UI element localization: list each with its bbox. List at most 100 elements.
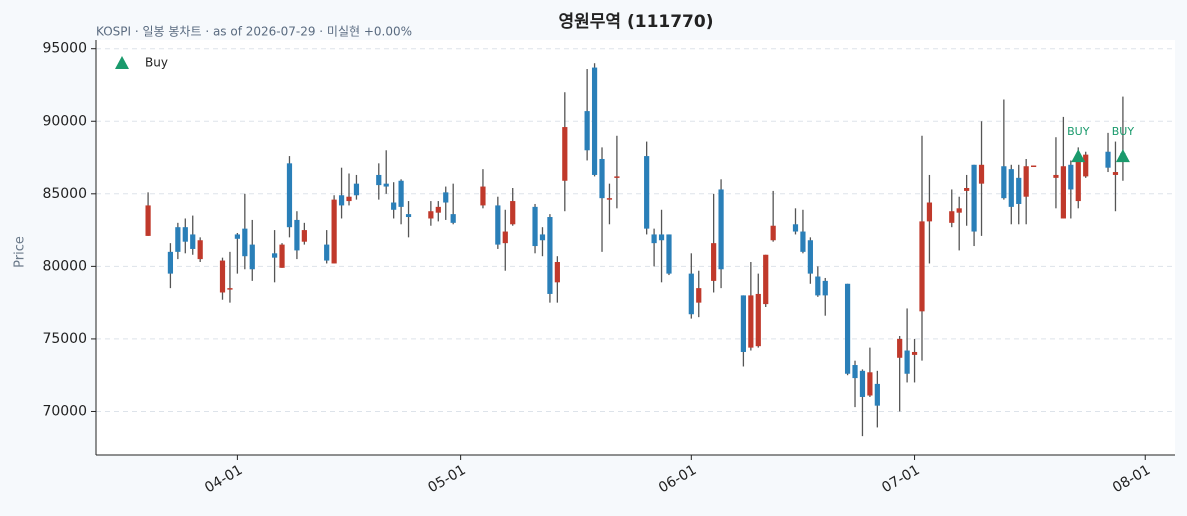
candle-body [763, 254, 769, 305]
candle-body [1083, 154, 1089, 177]
candle-body [383, 183, 389, 187]
chart-subtitle: KOSPI · 일봉 봉차트 · as of 2026-07-29 · 미실현 … [96, 25, 412, 39]
candle-body [919, 221, 925, 312]
candle-body [874, 383, 880, 406]
candle-body [271, 253, 278, 258]
candle-body [1105, 151, 1111, 168]
candle-body [606, 198, 613, 200]
candle-body [502, 231, 508, 244]
candle-body [822, 280, 828, 296]
candle-body [391, 202, 397, 210]
candle-body [904, 350, 910, 374]
x-tick-label: 06-01 [656, 462, 699, 496]
candle-body [1112, 172, 1119, 175]
y-tick-label: 70000 [42, 403, 87, 419]
candle-body [926, 202, 933, 222]
candle-body [182, 227, 188, 242]
candle-body [190, 234, 196, 249]
y-axis-label: Price [13, 236, 28, 268]
candle-body [718, 189, 724, 270]
candle-body [1075, 158, 1081, 202]
buy-marker [1115, 149, 1130, 163]
candle-body [949, 211, 955, 223]
candle-body [495, 205, 501, 245]
candle-body [971, 164, 977, 232]
candle-body [867, 372, 873, 396]
y-tick-label: 80000 [42, 258, 87, 274]
candle-body [770, 225, 776, 241]
candle-body [651, 234, 657, 244]
candle-body [1060, 166, 1066, 219]
candle-body [405, 214, 412, 218]
candle-body [956, 208, 962, 213]
candle-body [353, 183, 360, 196]
candle-body [584, 111, 590, 151]
candle-body [443, 192, 449, 203]
y-tick-label: 90000 [42, 113, 87, 129]
candle-body [435, 206, 441, 213]
candle-body [324, 244, 330, 261]
candle-body [175, 227, 181, 252]
candle-body [1016, 177, 1022, 204]
candle-body [242, 228, 248, 257]
candle-body [346, 196, 352, 202]
candle-body [688, 273, 694, 315]
candle-body [1008, 169, 1014, 207]
candle-body [1053, 174, 1059, 178]
candle-body [227, 288, 233, 290]
x-tick-label: 04-01 [202, 462, 245, 496]
candle-body [740, 295, 746, 352]
legend-label: Buy [145, 56, 168, 70]
candle-body [376, 174, 382, 186]
candle-body [510, 201, 516, 225]
candle-body [807, 240, 813, 274]
candle-body [338, 195, 345, 206]
y-tick-label: 95000 [42, 41, 87, 57]
plot-area [96, 40, 1175, 455]
candle-body [844, 283, 851, 374]
y-tick-label: 75000 [42, 331, 87, 347]
candle-body [428, 211, 434, 219]
candle-body [539, 234, 546, 241]
candle-body [978, 164, 985, 184]
candle-body [279, 244, 285, 268]
candle-body [1068, 164, 1074, 190]
candle-body [599, 158, 605, 199]
candle-body [911, 351, 918, 355]
x-tick-label: 08-01 [1110, 462, 1153, 496]
candle-body [666, 234, 672, 274]
candle-body [197, 240, 203, 260]
candle-body [711, 243, 717, 281]
candle-body [852, 365, 858, 379]
chart-title: 영원무역 (111770) [559, 12, 714, 32]
candle-body [792, 224, 799, 232]
candle-body [1023, 166, 1029, 197]
candle-body [696, 288, 702, 303]
candle-body [398, 180, 404, 207]
candle-body [331, 199, 337, 264]
candle-body [964, 188, 970, 191]
candle-body [755, 293, 761, 347]
candle-body [644, 156, 650, 229]
candle-body [301, 230, 307, 242]
candle-body [294, 219, 300, 251]
candle-body [897, 338, 903, 358]
candle-body [167, 251, 174, 274]
candle-body [249, 244, 255, 270]
y-tick-label: 85000 [42, 186, 87, 202]
candle-body [1001, 166, 1007, 199]
buy-marker [1071, 149, 1086, 163]
candle-body [532, 206, 538, 247]
candle-body [234, 234, 240, 239]
candle-body [554, 262, 560, 283]
candle-body [1031, 165, 1037, 168]
candle-body [562, 127, 568, 181]
candle-body [219, 260, 226, 293]
buy-label: BUY [1067, 125, 1090, 138]
candle-body [859, 370, 866, 397]
legend-marker [115, 56, 129, 69]
buy-label: BUY [1112, 125, 1135, 138]
candle-body [800, 231, 806, 252]
candle-body [658, 234, 665, 241]
candle-body [547, 217, 553, 294]
